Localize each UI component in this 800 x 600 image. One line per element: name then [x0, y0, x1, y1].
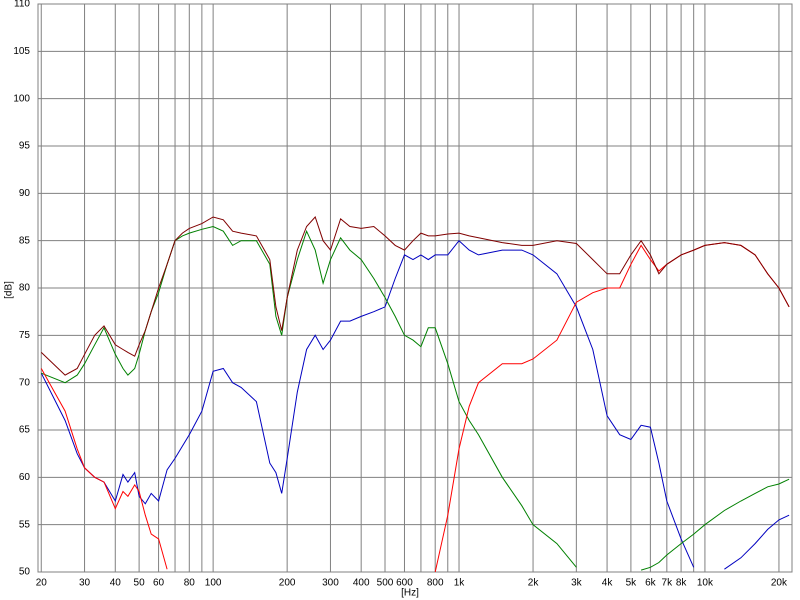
- x-tick-label: 6k: [645, 578, 657, 589]
- y-axis-label: [dB]: [4, 281, 15, 299]
- y-tick-label: 85: [19, 235, 31, 246]
- x-tick-label: 3k: [571, 578, 583, 589]
- y-tick-label: 95: [19, 141, 31, 152]
- x-tick-label: 40: [110, 578, 122, 589]
- x-axis-label: [Hz]: [401, 588, 419, 599]
- plot-frame: [37, 3, 793, 573]
- x-tick-label: 8k: [676, 578, 688, 589]
- y-tick-label: 75: [19, 330, 31, 341]
- x-tick-label: 400: [353, 578, 370, 589]
- y-tick-label: 60: [19, 472, 31, 483]
- x-tick-label: 50: [134, 578, 146, 589]
- y-tick-label: 65: [19, 425, 31, 436]
- x-tick-label: 30: [79, 578, 91, 589]
- y-tick-label: 105: [13, 46, 30, 57]
- x-tick-label: 500: [377, 578, 394, 589]
- x-tick-label: 4k: [602, 578, 614, 589]
- series-line: [41, 225, 790, 571]
- y-tick-label: 50: [19, 567, 31, 578]
- x-tick-label: 20k: [771, 578, 788, 589]
- x-tick-label: 5k: [626, 578, 638, 589]
- x-tick-label: 200: [279, 578, 296, 589]
- x-tick-label: 80: [184, 578, 196, 589]
- y-tick-label: 110: [14, 0, 30, 10]
- y-tick-label: 80: [19, 283, 31, 294]
- x-tick-label: 2k: [528, 578, 540, 589]
- x-tick-label: 300: [322, 578, 339, 589]
- y-tick-label: 55: [19, 519, 31, 530]
- series-line: [40, 216, 790, 376]
- x-tick-label: 20: [36, 578, 48, 589]
- x-tick-label: 1k: [454, 578, 466, 589]
- y-tick-label: 100: [13, 93, 30, 104]
- x-tick-label: 600: [396, 578, 413, 589]
- y-tick-label: 70: [19, 377, 31, 388]
- y-tick-label: 90: [19, 188, 31, 199]
- x-tick-label: 10k: [697, 578, 714, 589]
- plot-area: [40, 216, 790, 572]
- x-tick-label: 7k: [662, 578, 674, 589]
- x-tick-label: 800: [427, 578, 444, 589]
- x-tick-label: 60: [153, 578, 165, 589]
- x-tick-label: 100: [205, 578, 222, 589]
